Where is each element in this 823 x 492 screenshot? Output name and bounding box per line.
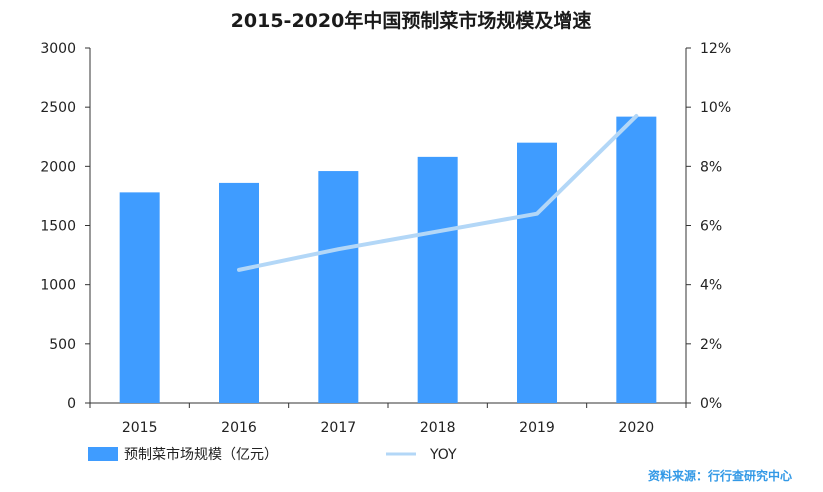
bar-2015 — [119, 192, 160, 403]
y-left-axis-ticks: 0 500 1000 1500 2000 2500 3000 — [40, 41, 90, 412]
x-tick-label: 2015 — [122, 420, 158, 436]
yoy-line — [237, 114, 639, 272]
y-left-tick-label: 1500 — [40, 219, 76, 235]
y-left-tick-label: 3000 — [40, 41, 76, 57]
y-right-axis-ticks: 0% 2% 4% 6% 8% 10% 12% — [686, 41, 731, 412]
y-right-tick-label: 12% — [700, 41, 731, 57]
x-tick-label: 2016 — [221, 420, 257, 436]
y-right-tick-label: 10% — [700, 100, 731, 116]
y-right-tick-label: 4% — [700, 278, 722, 294]
source-note: 资料来源：行行查研究中心 — [648, 468, 792, 483]
legend-label-line: YOY — [429, 447, 457, 463]
y-left-tick-label: 500 — [49, 337, 76, 353]
x-tick-label: 2017 — [321, 420, 357, 436]
axes — [89, 48, 687, 408]
x-tick-label: 2020 — [619, 420, 655, 436]
bar-2020 — [616, 116, 657, 403]
x-tick-label: 2018 — [420, 420, 456, 436]
y-left-tick-label: 2000 — [40, 159, 76, 175]
bar-2017 — [318, 171, 359, 403]
bar-2019 — [517, 142, 557, 403]
bars — [119, 116, 657, 403]
legend-label-bars: 预制菜市场规模（亿元） — [124, 446, 278, 463]
bar-2018 — [417, 156, 458, 403]
y-left-tick-label: 1000 — [40, 278, 76, 294]
x-tick-label: 2019 — [519, 420, 555, 436]
y-right-tick-label: 6% — [700, 219, 722, 235]
y-right-tick-label: 8% — [700, 159, 722, 175]
legend-swatch-bars — [88, 447, 118, 461]
legend: 预制菜市场规模（亿元） YOY — [88, 446, 457, 463]
y-left-tick-label: 0 — [67, 396, 76, 412]
chart-title: 2015-2020年中国预制菜市场规模及增速 — [231, 9, 592, 32]
bar-2016 — [219, 182, 259, 403]
y-left-tick-label: 2500 — [40, 100, 76, 116]
y-right-tick-label: 0% — [700, 396, 722, 412]
x-axis-ticks: 2015 2016 2017 2018 2019 2020 — [122, 420, 654, 436]
y-right-tick-label: 2% — [700, 337, 722, 353]
